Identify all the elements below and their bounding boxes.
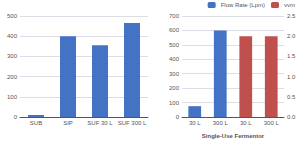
svg-text:Flow Rate (Lpm): Flow Rate (Lpm) xyxy=(221,2,265,8)
svg-text:0: 0 xyxy=(176,114,180,120)
svg-text:vvm: vvm xyxy=(284,2,295,8)
svg-text:100: 100 xyxy=(169,100,180,106)
svg-text:100: 100 xyxy=(7,94,18,100)
svg-text:600: 600 xyxy=(169,27,180,33)
svg-text:300 L: 300 L xyxy=(213,120,229,126)
svg-text:300: 300 xyxy=(169,71,180,77)
svg-text:Single-Use Fermentor: Single-Use Fermentor xyxy=(202,133,265,139)
svg-text:1.0: 1.0 xyxy=(287,74,296,80)
svg-text:700: 700 xyxy=(169,13,180,19)
svg-text:0.5: 0.5 xyxy=(287,94,296,100)
svg-text:200: 200 xyxy=(7,74,18,80)
svg-text:500: 500 xyxy=(169,42,180,48)
svg-text:30 L: 30 L xyxy=(240,120,252,126)
svg-text:0.0: 0.0 xyxy=(287,114,296,120)
svg-text:1.5: 1.5 xyxy=(287,53,296,59)
svg-text:300 L: 300 L xyxy=(264,120,280,126)
svg-text:0: 0 xyxy=(14,114,18,120)
svg-text:400: 400 xyxy=(7,33,18,39)
svg-text:200: 200 xyxy=(169,85,180,91)
svg-text:30 L: 30 L xyxy=(189,120,201,126)
svg-text:400: 400 xyxy=(169,56,180,62)
svg-text:SIP: SIP xyxy=(63,120,73,126)
svg-text:SUF 300 L: SUF 300 L xyxy=(118,120,147,126)
svg-text:SUF 30 L: SUF 30 L xyxy=(87,120,113,126)
svg-text:500: 500 xyxy=(7,13,18,19)
svg-text:2.5: 2.5 xyxy=(287,13,296,19)
svg-text:SUB: SUB xyxy=(30,120,42,126)
svg-text:300: 300 xyxy=(7,53,18,59)
svg-text:2.0: 2.0 xyxy=(287,33,296,39)
